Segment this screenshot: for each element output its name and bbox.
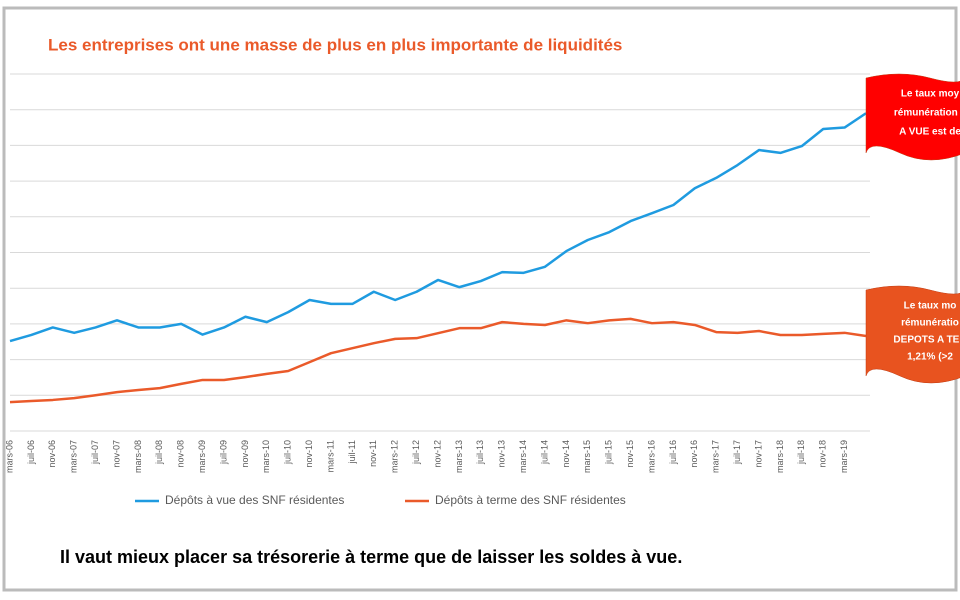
x-tick-label: nov-10: [304, 440, 314, 468]
x-tick-label: mars-13: [454, 440, 464, 473]
x-tick-label: mars-09: [197, 440, 207, 473]
legend-label: Dépôts à vue des SNF résidentes: [165, 493, 344, 507]
x-tick-label: mars-10: [261, 440, 271, 473]
x-tick-label: nov-06: [47, 440, 57, 468]
x-tick-label: juil-08: [154, 440, 164, 465]
annotation-flag: [865, 73, 960, 161]
x-tick-label: mars-06: [4, 440, 14, 473]
x-tick-label: juil-06: [26, 440, 36, 465]
x-tick-label: juil-10: [283, 440, 293, 465]
annotation-text: rémunératio: [901, 318, 959, 329]
annotation-text: DEPOTS A TER: [893, 335, 960, 346]
series-line: [9, 112, 867, 343]
x-tick-label: nov-18: [818, 440, 828, 468]
x-tick-label: juil-09: [218, 440, 228, 465]
legend-label: Dépôts à terme des SNF résidentes: [435, 493, 626, 507]
chart-title: Les entreprises ont une masse de plus en…: [48, 35, 622, 54]
annotation-text: 1,21% (>2: [907, 352, 953, 363]
x-tick-label: juil-14: [539, 440, 549, 465]
annotation-flag: [865, 285, 960, 384]
x-tick-label: nov-12: [432, 440, 442, 468]
x-tick-label: nov-17: [753, 440, 763, 468]
annotation-text: Le taux mo: [904, 301, 957, 312]
x-tick-label: mars-08: [133, 440, 143, 473]
annotation-text: rémunération c: [894, 108, 960, 119]
series-line: [9, 317, 867, 404]
x-tick-label: juil-07: [90, 440, 100, 465]
x-tick-label: juil-17: [732, 440, 742, 465]
x-tick-label: juil-16: [668, 440, 678, 465]
x-tick-label: nov-16: [689, 440, 699, 468]
x-tick-label: nov-14: [561, 440, 571, 468]
x-tick-label: mars-18: [775, 440, 785, 473]
x-tick-label: nov-09: [240, 440, 250, 468]
footnote: Il vaut mieux placer sa trésorerie à ter…: [60, 547, 682, 567]
x-tick-label: mars-14: [518, 440, 528, 473]
x-tick-label: nov-15: [625, 440, 635, 468]
x-tick-label: mars-17: [711, 440, 721, 473]
x-tick-label: mars-07: [69, 440, 79, 473]
x-tick-label: juil-11: [347, 440, 357, 464]
x-tick-label: mars-16: [646, 440, 656, 473]
x-tick-label: nov-07: [111, 440, 121, 468]
frame: [2, 6, 958, 592]
x-tick-label: mars-12: [390, 440, 400, 473]
x-tick-label: nov-13: [497, 440, 507, 468]
x-tick-label: mars-15: [582, 440, 592, 473]
x-tick-label: mars-11: [325, 440, 335, 472]
x-tick-label: juil-18: [796, 440, 806, 465]
annotation-text: Le taux moy: [901, 89, 960, 100]
x-tick-label: juil-15: [604, 440, 614, 465]
annotation-text: A VUE est de: [899, 127, 960, 138]
x-tick-label: nov-11: [368, 440, 378, 467]
x-tick-label: juil-12: [411, 440, 421, 465]
x-tick-label: mars-19: [839, 440, 849, 473]
x-tick-label: nov-08: [176, 440, 186, 468]
x-tick-label: juil-13: [475, 440, 485, 465]
